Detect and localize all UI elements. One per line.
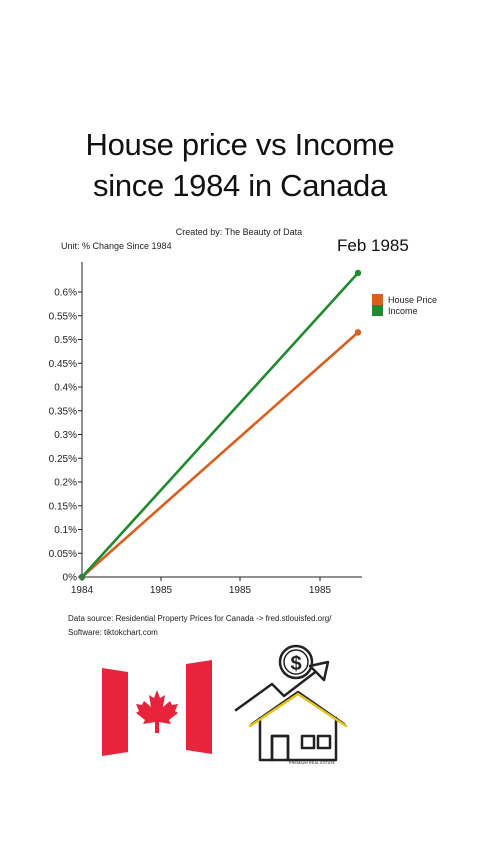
y-tick-label: 0.45% bbox=[49, 359, 77, 370]
x-tick-label: 1985 bbox=[150, 585, 173, 596]
unit-label: Unit: % Change Since 1984 bbox=[61, 241, 172, 251]
data-source-text: Data source: Residential Property Prices… bbox=[68, 614, 332, 623]
credit-text: Created by: The Beauty of Data bbox=[175, 227, 303, 237]
title-line-2: since 1984 in Canada bbox=[93, 168, 387, 203]
source-note: Data source: Residential Property Prices… bbox=[68, 612, 331, 640]
y-tick-label: 0% bbox=[63, 573, 78, 584]
y-tick-label: 0.15% bbox=[49, 501, 77, 512]
legend-item-house-price: House Price bbox=[372, 294, 437, 305]
software-text: Software: tiktokchart.com bbox=[68, 628, 158, 637]
legend-item-income: Income bbox=[372, 305, 437, 316]
x-tick-label: 1984 bbox=[71, 585, 94, 596]
legend-swatch-income bbox=[372, 305, 383, 316]
y-tick-label: 0.3% bbox=[54, 430, 77, 441]
x-tick-label: 1985 bbox=[229, 585, 252, 596]
y-tick-label: 0.6% bbox=[54, 288, 77, 299]
current-date-label: Feb 1985 bbox=[337, 236, 409, 255]
y-tick-label: 0.05% bbox=[49, 549, 77, 560]
legend-swatch-house-price bbox=[372, 294, 383, 305]
y-tick-label: 0.4% bbox=[54, 383, 77, 394]
data-point-income bbox=[354, 269, 362, 277]
chart-title: House price vs Income since 1984 in Cana… bbox=[0, 124, 480, 206]
y-tick-label: 0.35% bbox=[49, 406, 77, 417]
x-tick-label: 1985 bbox=[309, 585, 332, 596]
y-tick-label: 0.2% bbox=[54, 478, 77, 489]
data-point-house-price bbox=[354, 329, 362, 336]
legend-label-income: Income bbox=[388, 305, 418, 316]
y-tick-label: 0.5% bbox=[54, 335, 77, 346]
house-investment-icon: $ PREMIUM REAL ESTATE bbox=[234, 644, 348, 765]
y-tick-label: 0.1% bbox=[54, 525, 77, 536]
chart-legend: House Price Income bbox=[372, 294, 437, 316]
canada-flag-icon bbox=[102, 660, 212, 756]
svg-text:$: $ bbox=[290, 653, 301, 675]
y-tick-label: 0.55% bbox=[49, 311, 77, 322]
title-line-1: House price vs Income bbox=[85, 127, 395, 162]
house-sign-text: PREMIUM REAL ESTATE bbox=[289, 760, 336, 765]
legend-label-house-price: House Price bbox=[388, 294, 438, 305]
series-line-house-price bbox=[80, 331, 360, 579]
series-line-income bbox=[80, 271, 360, 579]
data-point-income bbox=[78, 573, 86, 581]
y-tick-label: 0.25% bbox=[49, 454, 77, 465]
